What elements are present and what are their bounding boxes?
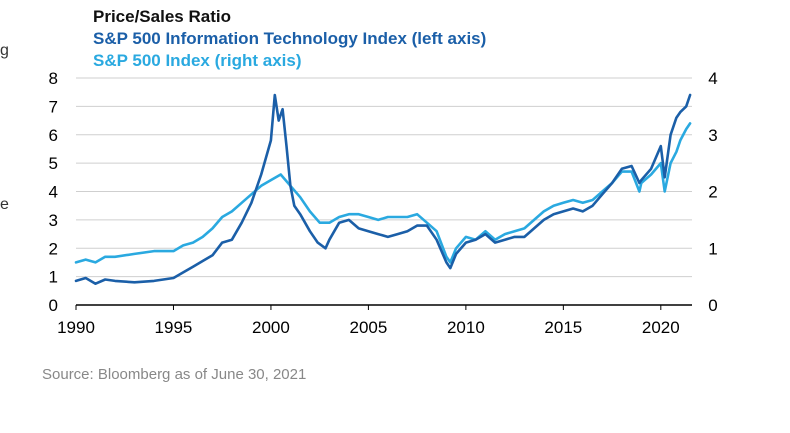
left-axis-tick-label: 4 xyxy=(49,183,58,202)
chart-legend: Price/Sales Ratio S&P 500 Information Te… xyxy=(93,6,486,72)
x-axis-tick-label: 1990 xyxy=(57,318,95,337)
legend-tech-series: S&P 500 Information Technology Index (le… xyxy=(93,29,487,48)
left-axis-tick-label: 0 xyxy=(49,296,58,315)
x-axis-tick-label: 1995 xyxy=(155,318,193,337)
x-axis-tick-label: 2010 xyxy=(447,318,485,337)
x-axis-tick-label: 2005 xyxy=(349,318,387,337)
left-edge-text-fragment-bottom: e xyxy=(0,196,9,213)
source-note: Source: Bloomberg as of June 30, 2021 xyxy=(42,366,307,383)
left-axis-tick-label: 8 xyxy=(49,69,58,88)
right-axis-tick-label: 4 xyxy=(708,69,717,88)
x-axis-tick-label: 2000 xyxy=(252,318,290,337)
x-axis-tick-label: 2015 xyxy=(544,318,582,337)
right-axis-tick-label: 1 xyxy=(708,239,717,258)
left-axis-tick-label: 5 xyxy=(49,154,58,173)
chart-title: Price/Sales Ratio xyxy=(93,7,231,26)
right-axis-tick-label: 0 xyxy=(708,296,717,315)
right-axis-tick-label: 3 xyxy=(708,126,717,145)
right-axis-tick-label: 2 xyxy=(708,183,717,202)
left-axis-tick-label: 7 xyxy=(49,97,58,116)
sp500-index-line xyxy=(74,122,692,264)
left-edge-text-fragment-top: g xyxy=(0,42,9,59)
left-axis-tick-label: 6 xyxy=(49,126,58,145)
left-axis-tick-label: 3 xyxy=(49,211,58,230)
legend-sp500-series: S&P 500 Index (right axis) xyxy=(93,51,302,70)
left-axis-tick-label: 1 xyxy=(49,268,58,287)
tech-index-line xyxy=(74,93,692,285)
x-axis-tick-label: 2020 xyxy=(642,318,680,337)
left-axis-tick-label: 2 xyxy=(49,239,58,258)
